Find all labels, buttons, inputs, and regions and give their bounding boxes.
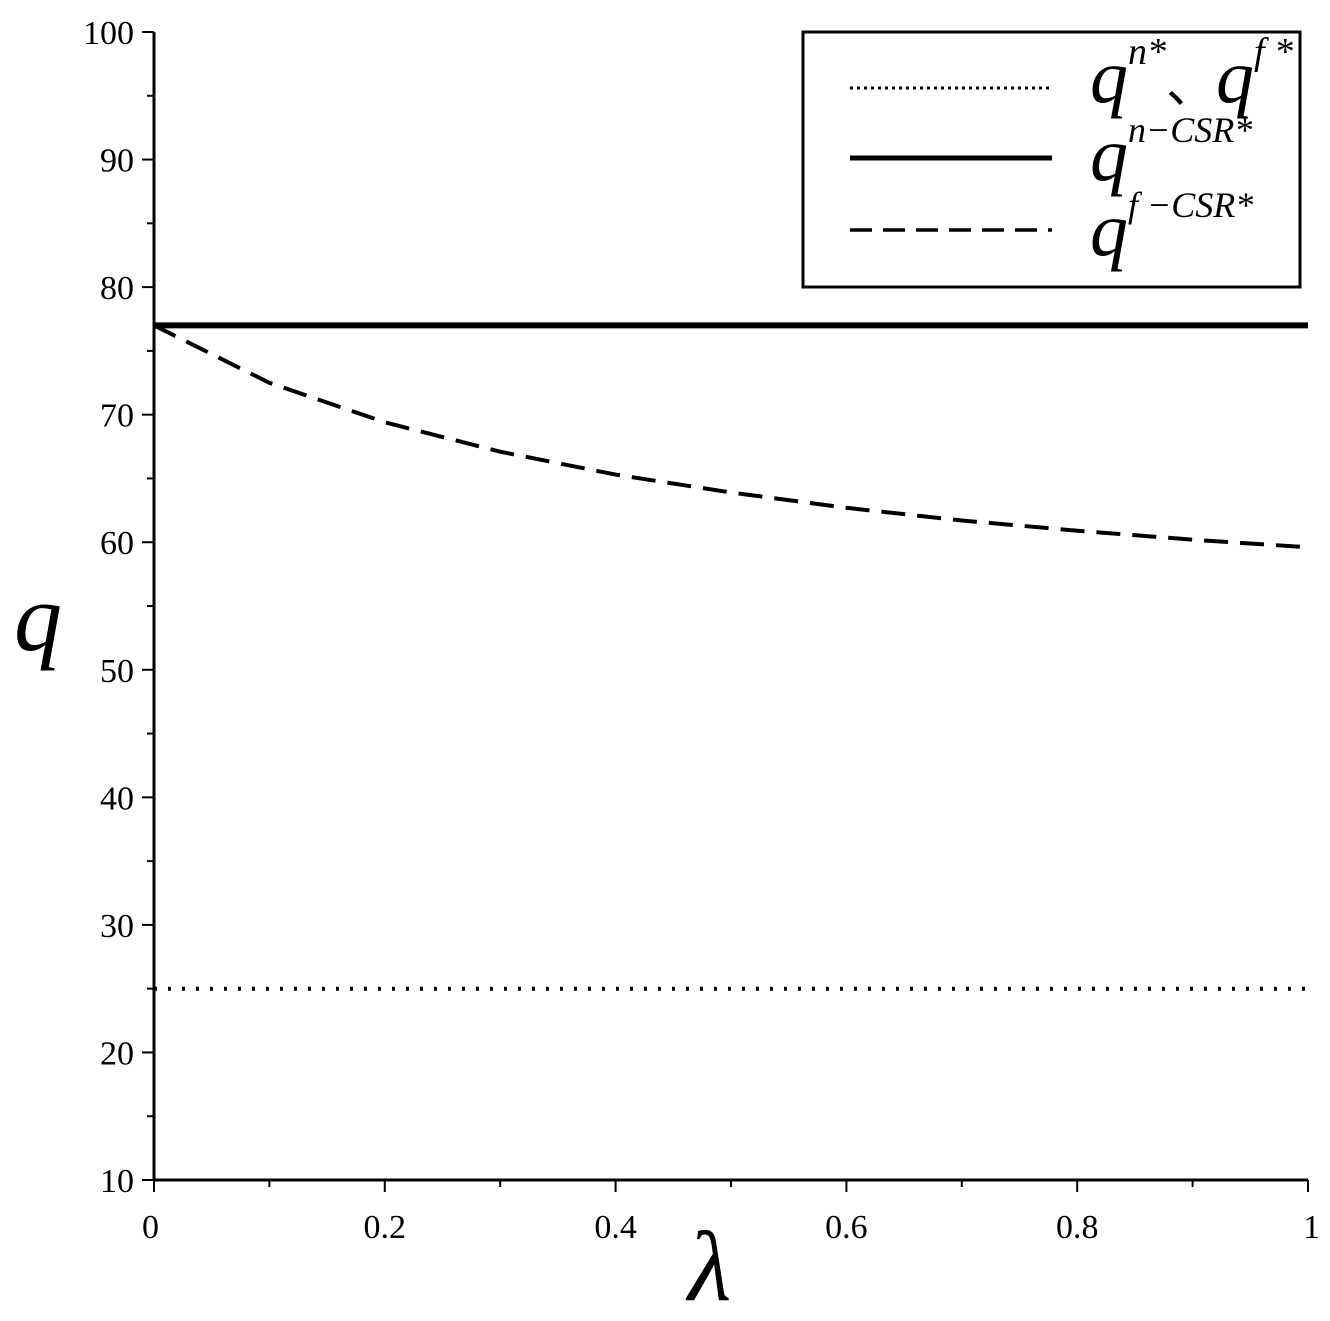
x-axis-label: λ bbox=[685, 1211, 731, 1321]
x-tick-label: 0 bbox=[142, 1209, 159, 1246]
legend-sup-qf-csr: f −CSR* bbox=[1128, 185, 1253, 225]
ticks: 0 0.2 0.4 0.6 0.8 1 10 20 30 40 50 60 70 80 90 100 bbox=[83, 15, 1320, 1246]
y-tick-label: 20 bbox=[100, 1035, 134, 1072]
y-tick-label: 40 bbox=[100, 780, 134, 817]
legend-base-qf: q bbox=[1216, 35, 1254, 119]
y-tick-label: 70 bbox=[100, 398, 134, 435]
y-tick-label: 80 bbox=[100, 270, 134, 307]
y-tick-label: 50 bbox=[100, 653, 134, 690]
x-tick-label: 1 bbox=[1303, 1209, 1320, 1246]
y-axis-label: q bbox=[14, 564, 62, 671]
plot-lines bbox=[153, 322, 1309, 991]
legend-label-qn-qf: qn*、qf * bbox=[1090, 31, 1293, 119]
legend-sup-qn-csr: n−CSR* bbox=[1128, 110, 1252, 150]
legend-sup-qn: n* bbox=[1128, 31, 1166, 73]
legend-base-qf-csr: q bbox=[1090, 188, 1128, 272]
x-tick-label: 0.6 bbox=[825, 1209, 868, 1246]
legend-label-qn-csr: qn−CSR* bbox=[1090, 110, 1252, 197]
legend-base-qn-csr: q bbox=[1090, 113, 1128, 197]
series-line-qf-csr bbox=[153, 323, 1309, 550]
legend-sep: 、 bbox=[1166, 57, 1216, 113]
legend-label-qf-csr: qf −CSR* bbox=[1090, 185, 1253, 272]
x-tick-label: 0.2 bbox=[364, 1209, 407, 1246]
legend-base-qn: q bbox=[1090, 35, 1128, 119]
y-tick-label: 30 bbox=[100, 908, 134, 945]
legend: qn*、qf * qn−CSR* qf −CSR* bbox=[801, 30, 1302, 289]
y-tick-label: 10 bbox=[100, 1163, 134, 1200]
x-tick-label: 0.8 bbox=[1056, 1209, 1099, 1246]
y-tick-label: 90 bbox=[100, 143, 134, 180]
y-tick-label: 60 bbox=[100, 525, 134, 562]
x-tick-label: 0.4 bbox=[594, 1209, 637, 1246]
legend-sup-qf: f * bbox=[1254, 31, 1293, 73]
y-tick-label: 100 bbox=[83, 15, 134, 52]
